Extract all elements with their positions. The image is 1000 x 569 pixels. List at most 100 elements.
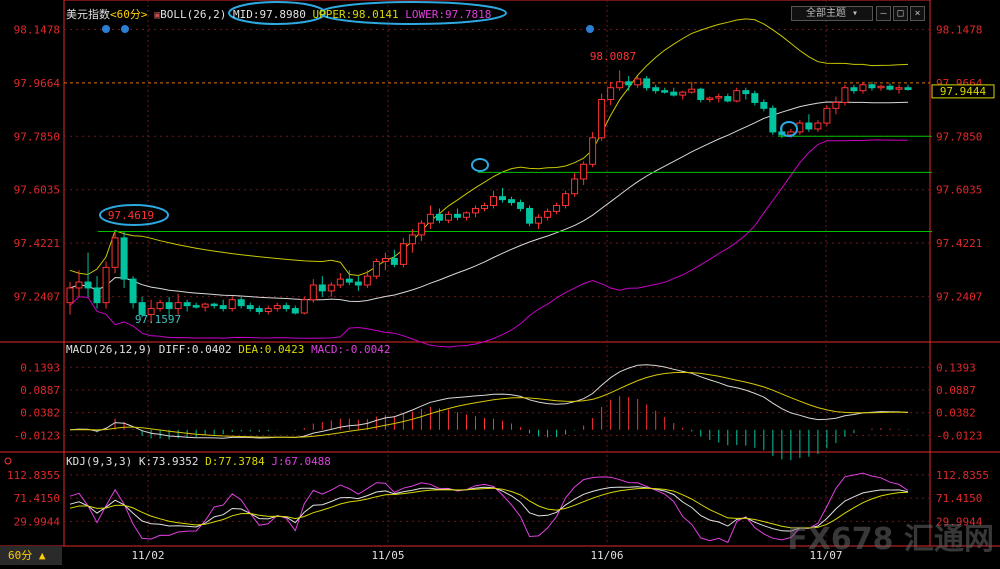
candle bbox=[435, 213, 443, 221]
candle bbox=[544, 210, 552, 218]
candle bbox=[580, 163, 588, 180]
y-tick-label-right: 97.2407 bbox=[936, 291, 982, 304]
candle bbox=[742, 90, 750, 95]
candle bbox=[904, 87, 912, 90]
boll-mid-value: MID:97.8980 bbox=[233, 8, 306, 21]
candle bbox=[75, 281, 83, 289]
candle bbox=[399, 243, 407, 265]
candle bbox=[643, 78, 651, 89]
candle bbox=[273, 305, 281, 310]
candle bbox=[850, 87, 858, 92]
y-tick-label: 97.6035 bbox=[14, 184, 60, 197]
kdj-y-tick-label: 29.9944 bbox=[14, 515, 61, 528]
x-tick-label: 11/05 bbox=[371, 549, 404, 562]
candle bbox=[390, 258, 398, 265]
kdj-panel-header: KDJ(9,3,3) K:73.9352 D:77.3784 J:67.0488 bbox=[66, 455, 331, 468]
x-tick-label: 11/02 bbox=[131, 549, 164, 562]
candle bbox=[120, 237, 128, 280]
kdj-d-value: D:77.3784 bbox=[205, 455, 265, 468]
candle bbox=[679, 91, 687, 96]
candle bbox=[291, 308, 299, 314]
watermark-logo: FX678 汇通网 bbox=[787, 522, 994, 557]
candle bbox=[426, 213, 434, 224]
instrument-title: 美元指数 bbox=[66, 8, 110, 21]
macd-y-tick-label-right: 0.0887 bbox=[936, 384, 976, 397]
all-themes-label: 全部主题 bbox=[805, 8, 846, 19]
period-label[interactable]: <60分> bbox=[110, 8, 148, 21]
candle bbox=[336, 278, 344, 286]
candle bbox=[183, 302, 191, 307]
candle bbox=[156, 302, 164, 310]
y-tick-label: 97.7850 bbox=[14, 130, 60, 143]
macd-value: MACD:-0.0042 bbox=[311, 343, 391, 356]
macd-y-tick-label-right: -0.0123 bbox=[936, 429, 982, 442]
candle bbox=[345, 278, 353, 283]
boll-icon[interactable]: ▣ bbox=[154, 10, 161, 21]
window-minimize-icon[interactable]: – bbox=[876, 6, 891, 21]
macd-title[interactable]: MACD(26,12,9) bbox=[66, 343, 153, 356]
candle bbox=[93, 287, 101, 304]
candle bbox=[138, 302, 146, 315]
y-tick-label: 98.1478 bbox=[14, 23, 60, 36]
period-selector[interactable]: 60分 ▲ bbox=[0, 546, 62, 565]
boll-lower-line bbox=[69, 139, 908, 348]
kdj-y-tick-label-right: 29.9944 bbox=[936, 515, 983, 528]
boll-indicator-label[interactable]: BOLL(26,2) bbox=[160, 8, 227, 21]
boll-lower-value: LOWER:97.7818 bbox=[405, 8, 492, 21]
candle bbox=[814, 122, 822, 130]
candle bbox=[246, 305, 254, 310]
candle bbox=[607, 87, 615, 100]
candle bbox=[300, 299, 308, 314]
boll-mid-line bbox=[69, 101, 909, 303]
candle bbox=[517, 202, 525, 209]
window-close-icon[interactable]: × bbox=[910, 6, 925, 21]
candle bbox=[868, 84, 876, 89]
candle bbox=[616, 81, 624, 89]
kdj-y-tick-label-right: 112.8355 bbox=[936, 469, 989, 482]
signal-dot bbox=[102, 25, 110, 33]
kdj-j-line bbox=[69, 472, 909, 544]
kdj-y-tick-label-right: 71.4150 bbox=[936, 492, 982, 505]
candle bbox=[859, 84, 867, 92]
candle bbox=[895, 87, 903, 90]
candle bbox=[652, 87, 660, 92]
candle bbox=[535, 216, 543, 224]
macd-y-tick-label: 0.1393 bbox=[20, 361, 60, 374]
candle bbox=[697, 88, 705, 100]
candle bbox=[499, 196, 507, 201]
kdj-y-tick-label: 71.4150 bbox=[14, 492, 60, 505]
kdj-title[interactable]: KDJ(9,3,3) bbox=[66, 455, 133, 468]
candle bbox=[327, 284, 335, 292]
all-themes-button[interactable]: 全部主题 ▾ bbox=[791, 6, 873, 21]
candle bbox=[372, 260, 380, 277]
macd-panel-header: MACD(26,12,9) DIFF:0.0402 DEA:0.0423 MAC… bbox=[66, 343, 391, 356]
x-tick-label: 11/07 bbox=[809, 549, 842, 562]
low-annotation: 97.1597 bbox=[135, 313, 181, 326]
candle bbox=[634, 78, 642, 86]
y-tick-label-right: 97.7850 bbox=[936, 130, 982, 143]
window-maximize-icon[interactable]: □ bbox=[893, 6, 908, 21]
macd-y-tick-label: -0.0123 bbox=[14, 429, 60, 442]
candle bbox=[769, 107, 777, 133]
candle bbox=[598, 99, 606, 139]
macd-y-tick-label: 0.0382 bbox=[20, 407, 60, 420]
candle bbox=[363, 275, 371, 286]
candle bbox=[832, 101, 840, 109]
candle bbox=[237, 299, 245, 307]
candle bbox=[102, 266, 110, 304]
candle bbox=[715, 96, 723, 99]
candle bbox=[471, 207, 479, 214]
y-tick-label: 97.4221 bbox=[14, 237, 60, 250]
candle bbox=[192, 305, 200, 308]
candle bbox=[309, 284, 317, 301]
candle bbox=[724, 96, 732, 102]
peak-annotation: 97.4619 bbox=[108, 209, 154, 222]
candle bbox=[571, 178, 579, 195]
candle bbox=[66, 287, 74, 304]
candle bbox=[318, 284, 326, 292]
annotation-ellipse bbox=[228, 1, 326, 25]
candle bbox=[201, 303, 209, 308]
current-price-box bbox=[931, 84, 995, 99]
